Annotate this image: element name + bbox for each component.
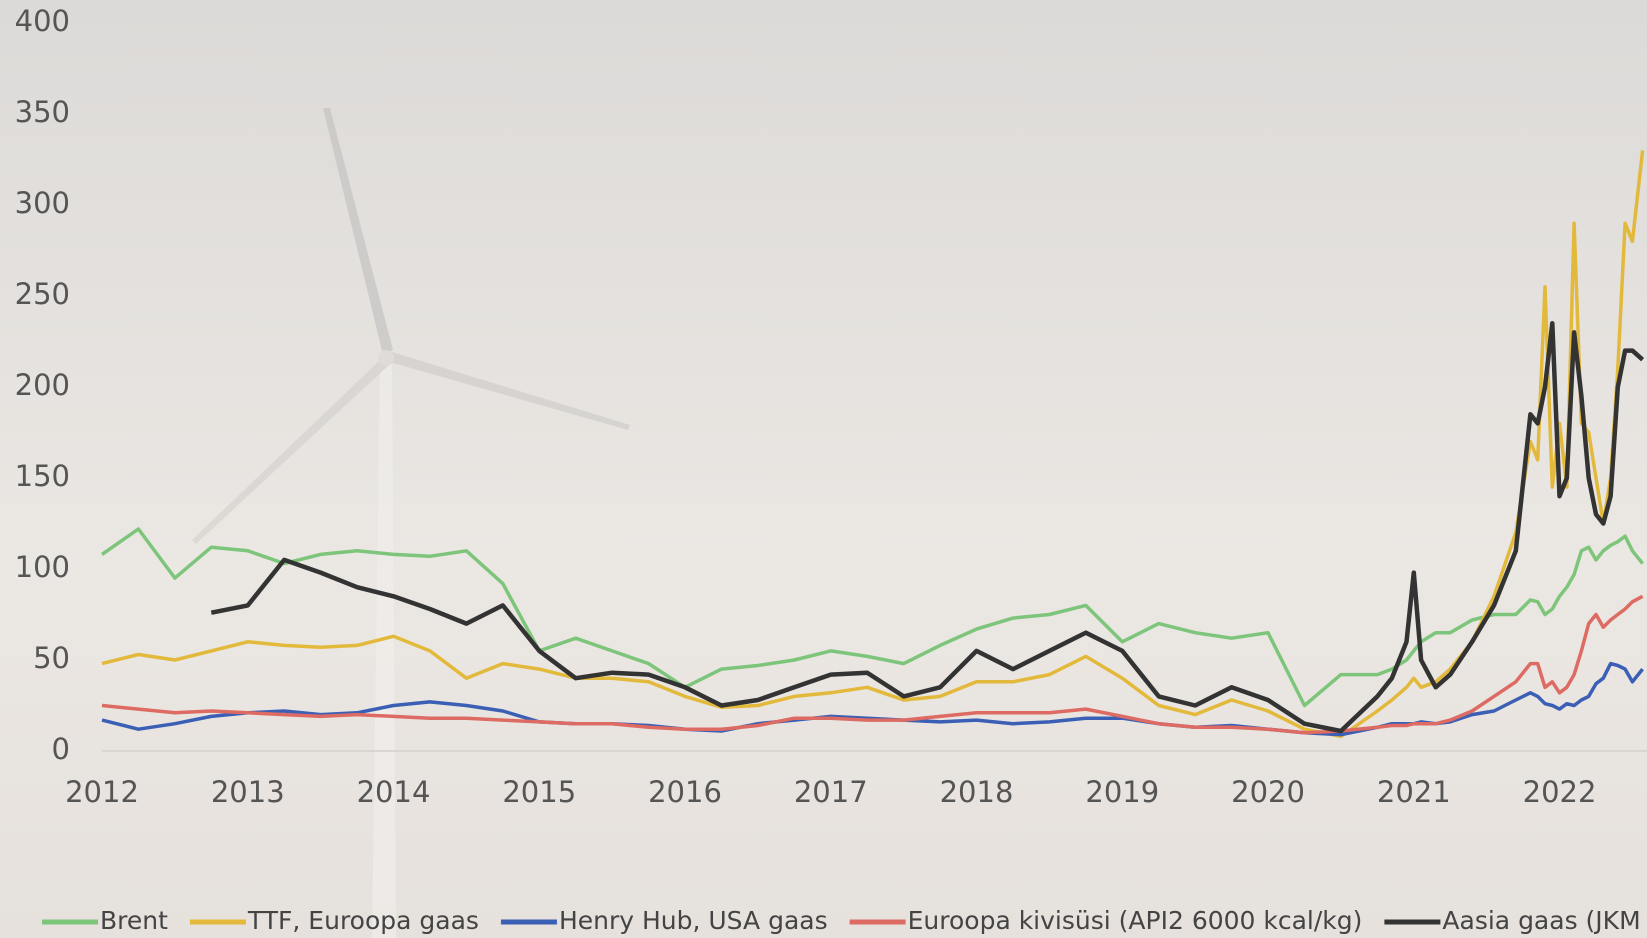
x-tick-label: 2015 bbox=[502, 775, 576, 809]
legend-label: Henry Hub, USA gaas bbox=[559, 906, 828, 935]
x-tick-label: 2013 bbox=[211, 775, 285, 809]
x-tick-label: 2019 bbox=[1085, 775, 1159, 809]
y-tick-label: 400 bbox=[15, 4, 70, 38]
y-tick-label: 150 bbox=[15, 459, 70, 493]
chart: 0 50 100 150 200 250 300 350 400 2012 2013 2014 2015… bbox=[0, 0, 1647, 938]
x-tick-label: 2018 bbox=[940, 775, 1014, 809]
y-tick-label: 50 bbox=[33, 641, 70, 675]
x-tick-label: 2012 bbox=[65, 775, 139, 809]
x-tick-label: 2022 bbox=[1523, 775, 1597, 809]
y-tick-label: 100 bbox=[15, 550, 70, 584]
legend-label: Aasia gaas (JKM Swap) bbox=[1442, 906, 1647, 935]
legend-label: Euroopa kivisüsi (API2 6000 kcal/kg) bbox=[908, 906, 1363, 935]
x-tick-label: 2014 bbox=[357, 775, 431, 809]
y-tick-label: 300 bbox=[15, 186, 70, 220]
x-tick-label: 2021 bbox=[1377, 775, 1451, 809]
y-tick-label: 350 bbox=[15, 95, 70, 129]
x-tick-label: 2017 bbox=[794, 775, 868, 809]
x-tick-label: 2016 bbox=[648, 775, 722, 809]
legend-label: Brent bbox=[100, 906, 168, 935]
y-tick-label: 0 bbox=[52, 732, 70, 766]
y-tick-label: 200 bbox=[15, 368, 70, 402]
y-tick-label: 250 bbox=[15, 277, 70, 311]
legend-label: TTF, Euroopa gaas bbox=[247, 906, 479, 935]
x-tick-label: 2020 bbox=[1231, 775, 1305, 809]
